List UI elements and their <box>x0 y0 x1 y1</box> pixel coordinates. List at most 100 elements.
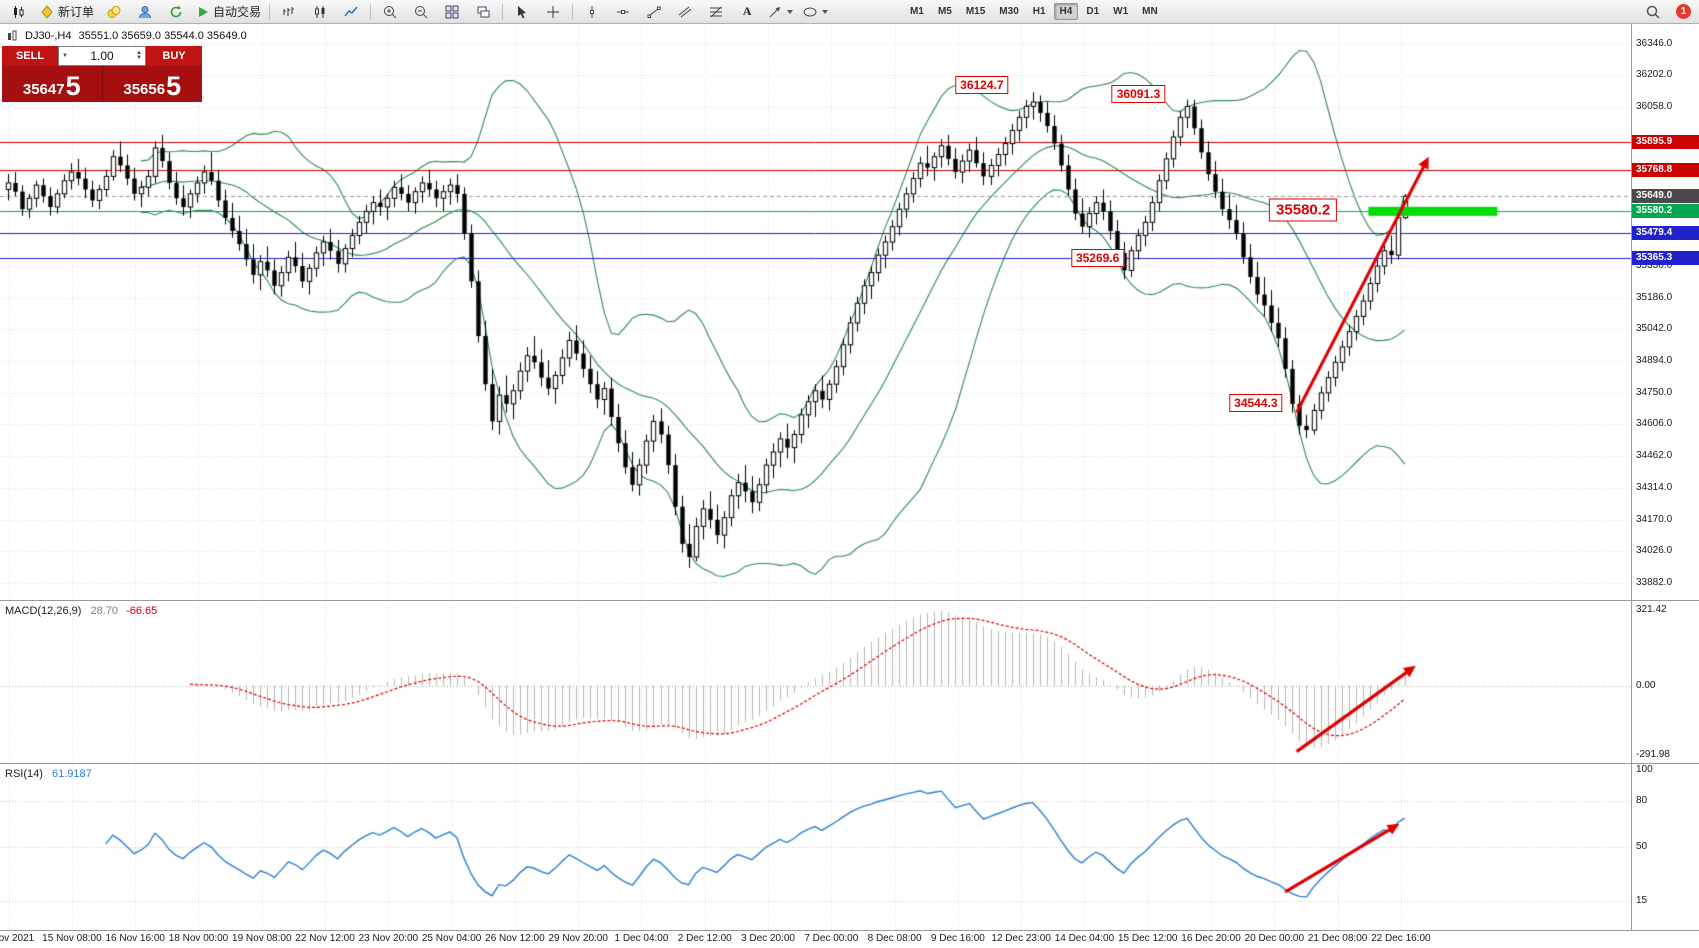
fibonacci-icon[interactable] <box>701 1 731 23</box>
sell-price-frac: 5 <box>65 71 81 102</box>
notification-badge[interactable]: 1 <box>1676 4 1691 19</box>
time-axis-label: 9 Dec 16:00 <box>930 933 985 944</box>
chart-symbol-timeframe: DJ30-,H4 <box>25 30 72 42</box>
macd-axis-tick: 0.00 <box>1636 679 1656 691</box>
new-order-button[interactable]: 新订单 <box>35 1 98 23</box>
timeframe-h1[interactable]: H1 <box>1032 6 1046 17</box>
buy-price-base: 35656 <box>123 81 166 98</box>
time-axis-label: 15 Dec 12:00 <box>1117 933 1178 944</box>
buy-button[interactable]: BUY <box>146 46 202 66</box>
price-axis-tick: 35042.0 <box>1636 323 1673 335</box>
shapes-icon[interactable] <box>798 1 832 23</box>
volume-spin-buttons[interactable]: ▲ ▼ <box>133 50 145 61</box>
main-chart-canvas[interactable] <box>0 24 1631 600</box>
price-axis-tick: 33882.0 <box>1636 576 1673 588</box>
time-axis-label: 12 Dec 23:00 <box>991 933 1051 944</box>
chart-candles-icon[interactable] <box>305 1 335 23</box>
cursor-icon[interactable] <box>507 1 537 23</box>
text-icon[interactable]: A <box>742 4 752 18</box>
time-axis-label: 22 Dec 16:00 <box>1371 933 1431 944</box>
time-axis-label: 22 Nov 12:00 <box>295 933 355 944</box>
timeframe-m15[interactable]: M15 <box>965 6 986 17</box>
time-axis-label: 29 Nov 20:00 <box>548 933 608 944</box>
price-annotation[interactable]: 34544.3 <box>1229 393 1283 412</box>
macd-indicator-label: MACD(12,26,9) 28.70 -66.65 <box>5 605 157 617</box>
price-line-tag: 35895.9 <box>1632 135 1699 150</box>
timeframe-w1[interactable]: W1 <box>1113 6 1129 17</box>
price-line-tag: 35580.2 <box>1632 204 1699 219</box>
time-axis-label: 19 Nov 08:00 <box>232 933 292 944</box>
price-axis-tick: 34894.0 <box>1636 355 1673 367</box>
hline-icon[interactable] <box>608 1 638 23</box>
volume-increase-button[interactable]: ▲ <box>136 50 142 56</box>
time-axis-label: 21 Dec 08:00 <box>1307 933 1368 944</box>
price-axis-tick: 36346.0 <box>1636 37 1673 49</box>
macd-main-value: 28.70 <box>90 605 119 617</box>
volume-input[interactable]: 1.00 <box>90 49 114 63</box>
time-axis-label: 18 Nov 00:00 <box>168 933 229 944</box>
time-axis-label: 2 Nov 2021 <box>0 933 35 944</box>
timeframe-d1[interactable]: D1 <box>1086 6 1100 17</box>
time-axis-label: 26 Nov 12:00 <box>485 933 545 944</box>
timeframe-m1[interactable]: M1 <box>910 6 924 17</box>
price-axis-tick: 34462.0 <box>1636 449 1673 461</box>
buy-price[interactable]: 35656 5 <box>102 66 202 102</box>
price-annotation[interactable]: 36124.7 <box>955 75 1009 94</box>
arrows-icon[interactable] <box>763 1 797 23</box>
price-line-tag: 35479.4 <box>1632 226 1699 241</box>
price-annotation[interactable]: 35580.2 <box>1269 198 1338 222</box>
cascade-windows-icon[interactable] <box>468 1 498 23</box>
search-icon[interactable] <box>1638 1 1668 23</box>
price-axis-tick: 34170.0 <box>1636 513 1673 525</box>
sell-button[interactable]: SELL <box>2 46 58 66</box>
timeframe-group: M1 M5 M15 M30 H1 H4 D1 W1 MN <box>903 3 1165 20</box>
refresh-icon[interactable] <box>161 1 191 23</box>
chart-bars-icon[interactable] <box>274 1 304 23</box>
toolbar-separator <box>370 3 372 20</box>
pane-separator <box>0 763 1699 764</box>
timeframe-mn[interactable]: MN <box>1142 6 1158 17</box>
channel-icon[interactable] <box>670 1 700 23</box>
buy-price-frac: 5 <box>166 71 182 102</box>
macd-name: MACD(12,26,9) <box>5 605 82 617</box>
price-annotation[interactable]: 36091.3 <box>1111 84 1166 103</box>
price-axis-tick: 36202.0 <box>1636 69 1673 81</box>
toolbar-separator <box>269 3 271 20</box>
price-axis-tick: 35330.0 <box>1636 260 1673 272</box>
price-axis-tick: 34750.0 <box>1636 386 1673 398</box>
time-axis-separator <box>0 930 1699 931</box>
price-axis-tick: 34314.0 <box>1636 482 1673 494</box>
volume-decrease-button[interactable]: ▼ <box>136 55 142 61</box>
sell-price-base: 35647 <box>22 81 65 98</box>
vline-icon[interactable] <box>577 1 607 23</box>
autotrade-button[interactable]: 自动交易 <box>192 1 265 23</box>
macd-pane-canvas[interactable] <box>0 601 1631 763</box>
trendline-icon[interactable] <box>639 1 669 23</box>
rsi-pane-canvas[interactable] <box>0 764 1631 930</box>
time-axis-label: 2 Dec 12:00 <box>677 933 732 944</box>
volume-stepper[interactable]: ▼ 1.00 ▲ ▼ <box>58 46 146 66</box>
rsi-indicator-label: RSI(14) 61.9187 <box>5 768 92 780</box>
sell-price[interactable]: 35647 5 <box>2 66 103 102</box>
crosshair-icon[interactable] <box>538 1 568 23</box>
timeframe-m5[interactable]: M5 <box>937 6 952 17</box>
price-annotation[interactable]: 35269.6 <box>1070 248 1125 267</box>
app-chart-icon <box>4 1 34 23</box>
price-line-tag: 35768.8 <box>1632 163 1699 178</box>
time-axis-label: 15 Nov 08:00 <box>42 933 102 944</box>
chart-line-icon[interactable] <box>336 1 366 23</box>
coins-icon[interactable] <box>99 1 129 23</box>
price-axis-tick: 36058.0 <box>1636 100 1673 112</box>
time-axis-label: 1 Dec 04:00 <box>614 933 669 944</box>
zoom-in-icon[interactable] <box>375 1 405 23</box>
tile-windows-icon[interactable] <box>437 1 467 23</box>
macd-axis-tick: 321.42 <box>1636 604 1667 615</box>
zoom-out-icon[interactable] <box>406 1 436 23</box>
timeframe-m30[interactable]: M30 <box>999 6 1019 17</box>
timeframe-h4[interactable]: H4 <box>1053 3 1079 20</box>
toolbar-separator <box>502 3 504 20</box>
volume-dropdown-button[interactable]: ▼ <box>62 52 68 59</box>
time-axis-label: 7 Dec 00:00 <box>804 933 859 944</box>
profile-icon[interactable] <box>130 1 160 23</box>
